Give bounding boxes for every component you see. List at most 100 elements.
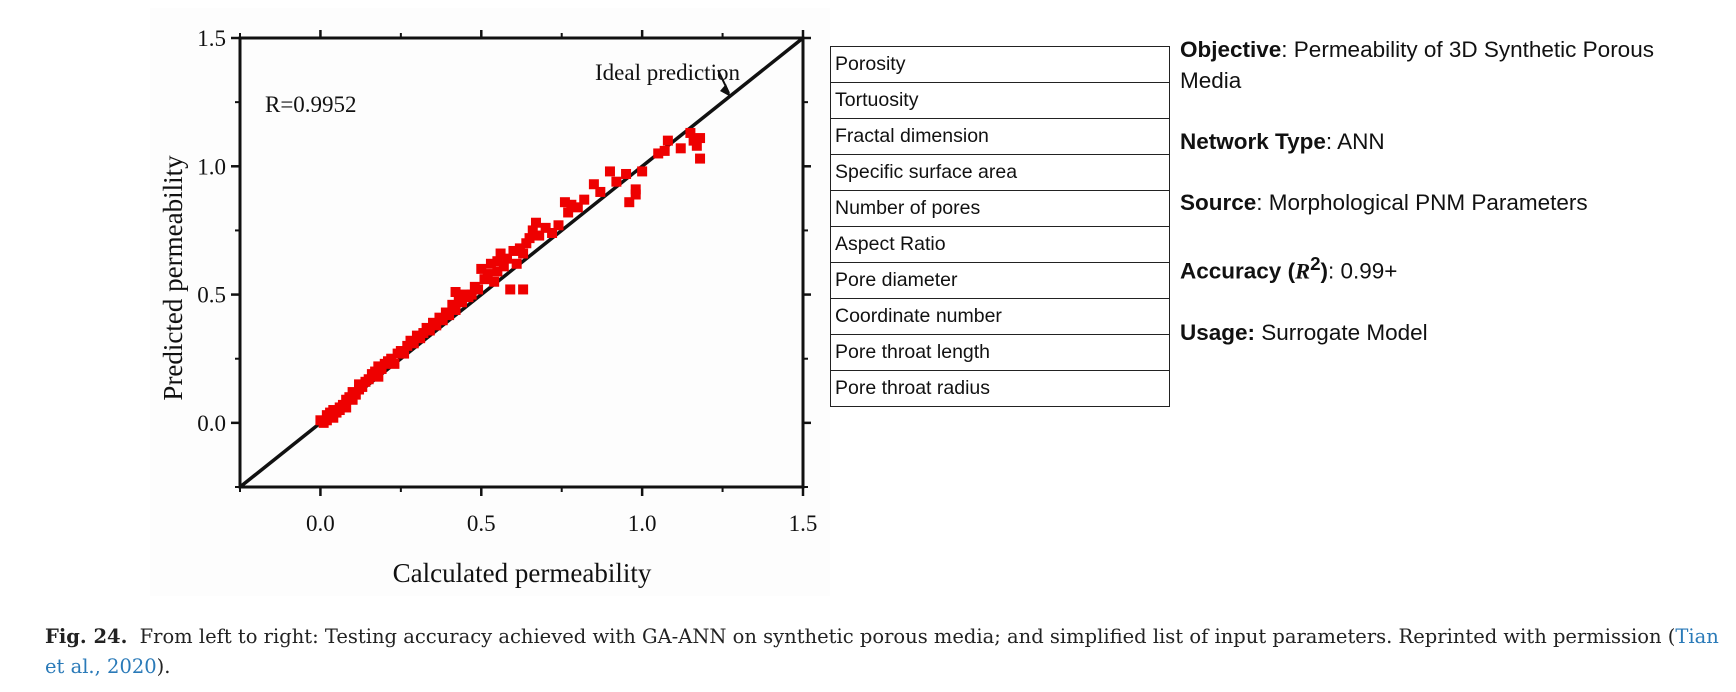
data-point [321,415,332,426]
y-axis-title: Predicted permeability [158,155,188,401]
accuracy-close: ) [1320,258,1329,284]
objective-item: Objective: Permeability of 3D Synthetic … [1180,34,1720,96]
data-point [399,348,410,359]
data-point [424,325,435,336]
parameter-row: Pore throat length [830,334,1170,371]
data-point [572,202,583,213]
data-point [514,243,525,254]
data-point [341,402,352,413]
data-point [518,248,529,259]
caption-end: ). [156,655,171,678]
x-axis-title: Calculated permeability [393,558,652,588]
data-point [450,287,461,298]
data-point [482,269,493,280]
data-point [408,338,419,349]
data-point [621,168,632,179]
data-point [662,135,673,146]
y-tick-label: 1.0 [197,154,226,179]
data-point [357,381,368,392]
data-point [637,166,648,177]
plot-frame [238,36,805,489]
data-point [489,276,500,287]
x-tick-label: 0.0 [306,511,335,536]
data-point [485,258,496,269]
parameter-cell: Number of pores [830,190,1170,227]
figure-panel: 0.0 0.0 0.5 0.5 1.0 1.0 1.5 1.5 R=0.9952 Ideal … [150,8,830,596]
scatter-chart: 0.0 0.0 0.5 0.5 1.0 1.0 1.5 1.5 R=0.9952 Ideal … [158,26,818,588]
data-point [492,256,503,267]
parameter-table: Porosity Tortuosity Fractal dimension Speci… [830,46,1170,407]
data-point [521,238,532,249]
data-point [402,340,413,351]
data-point [518,284,529,295]
data-point [630,184,641,195]
r-squared-symbol: R [1295,258,1311,284]
parameter-cell: Pore throat radius [830,370,1170,407]
network-type-value: : ANN [1325,129,1385,154]
data-point [373,371,384,382]
usage-item: Usage: Surrogate Model [1180,317,1720,348]
data-point [350,389,361,400]
data-point [473,284,484,295]
y-tick-label: 0.0 [197,411,226,436]
network-type-item: Network Type: ANN [1180,126,1720,157]
data-point [505,284,516,295]
data-point [370,366,381,377]
figure-caption: Fig. 24. From left to right: Testing acc… [45,622,1725,682]
data-point [363,374,374,385]
parameter-row: Tortuosity [830,82,1170,119]
ideal-prediction-arrowhead [720,84,732,98]
usage-value: Surrogate Model [1255,319,1428,345]
data-point [444,310,455,321]
data-point [527,225,538,236]
info-panel: Objective: Permeability of 3D Synthetic … [1180,34,1720,378]
data-point [691,140,702,151]
parameter-row: Fractal dimension [830,118,1170,155]
y-tick-label: 1.5 [197,26,226,51]
citation-link[interactable]: Tian et al., 2020 [45,625,1719,678]
x-tick-label: 1.5 [789,511,818,536]
parameter-cell: Aspect Ratio [830,226,1170,263]
data-point [685,127,696,138]
data-point [579,194,590,205]
data-point [328,412,339,423]
data-point [476,263,487,274]
parameter-row: Aspect Ratio [830,226,1170,263]
data-point [334,405,345,416]
data-point [695,153,706,164]
data-point [524,233,535,244]
parameter-cell: Specific surface area [830,154,1170,191]
parameter-cell: Coordinate number [830,298,1170,335]
data-point [450,304,461,315]
data-point [511,258,522,269]
accuracy-item: Accuracy (R2): 0.99+ [1180,248,1720,287]
parameter-cell: Porosity [830,46,1170,83]
accuracy-label: Accuracy ( [1180,258,1296,284]
x-tick-label: 0.5 [467,511,496,536]
x-tick-label: 1.0 [628,511,657,536]
r-squared-exponent: 2 [1310,253,1321,274]
data-point [688,135,699,146]
data-point [447,299,458,310]
data-point [376,363,387,374]
data-point [456,297,467,308]
parameter-cell: Fractal dimension [830,118,1170,155]
data-point [553,220,564,231]
parameter-cell: Pore throat length [830,334,1170,371]
data-point [498,261,509,272]
parameter-cell: Pore diameter [830,262,1170,299]
data-point [415,333,426,344]
data-point [595,186,606,197]
data-point [431,320,442,331]
data-point [386,353,397,364]
data-point [566,199,577,210]
data-point [347,394,358,405]
accuracy-value: : 0.99+ [1328,258,1398,284]
parameter-row: Pore throat radius [830,370,1170,407]
data-point [530,217,541,228]
source-label: Source [1180,190,1257,215]
network-type-label: Network Type [1180,129,1326,154]
r-value-label: R=0.9952 [265,92,357,117]
objective-value: : Permeability of 3D Synthetic Porous Me… [1180,37,1654,93]
data-point [604,166,615,177]
